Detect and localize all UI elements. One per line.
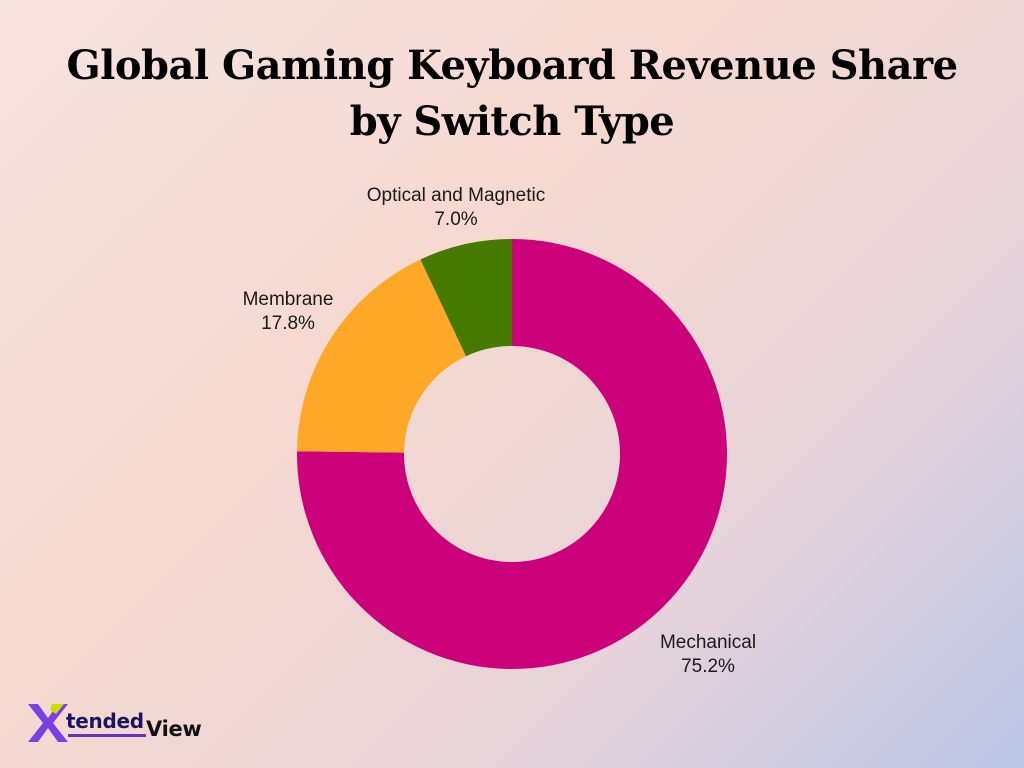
slices-group [297, 239, 727, 669]
slice-value-label: 7.0% [434, 209, 477, 230]
slice-value-label: 75.2% [681, 656, 735, 677]
labels-group: Mechanical 75.2% Membrane 17.8% Optical and … [243, 185, 756, 677]
xtendedview-logo: tended View [26, 700, 226, 744]
slice-membrane [297, 259, 467, 453]
logo-underline [68, 734, 146, 737]
slice-value-label: 17.8% [261, 313, 315, 334]
logo-text-tended: tended [66, 709, 144, 733]
logo-text-view: View [146, 717, 202, 741]
slice-optical-and-magnetic [420, 239, 512, 357]
slice-label: Optical and Magnetic [367, 185, 546, 206]
slice-label: Mechanical [660, 632, 756, 653]
chart-title: Global Gaming Keyboard Revenue Share by … [66, 42, 958, 145]
slice-label: Membrane [243, 289, 334, 310]
slice-mechanical [297, 239, 727, 669]
x-logo-icon [28, 704, 68, 742]
